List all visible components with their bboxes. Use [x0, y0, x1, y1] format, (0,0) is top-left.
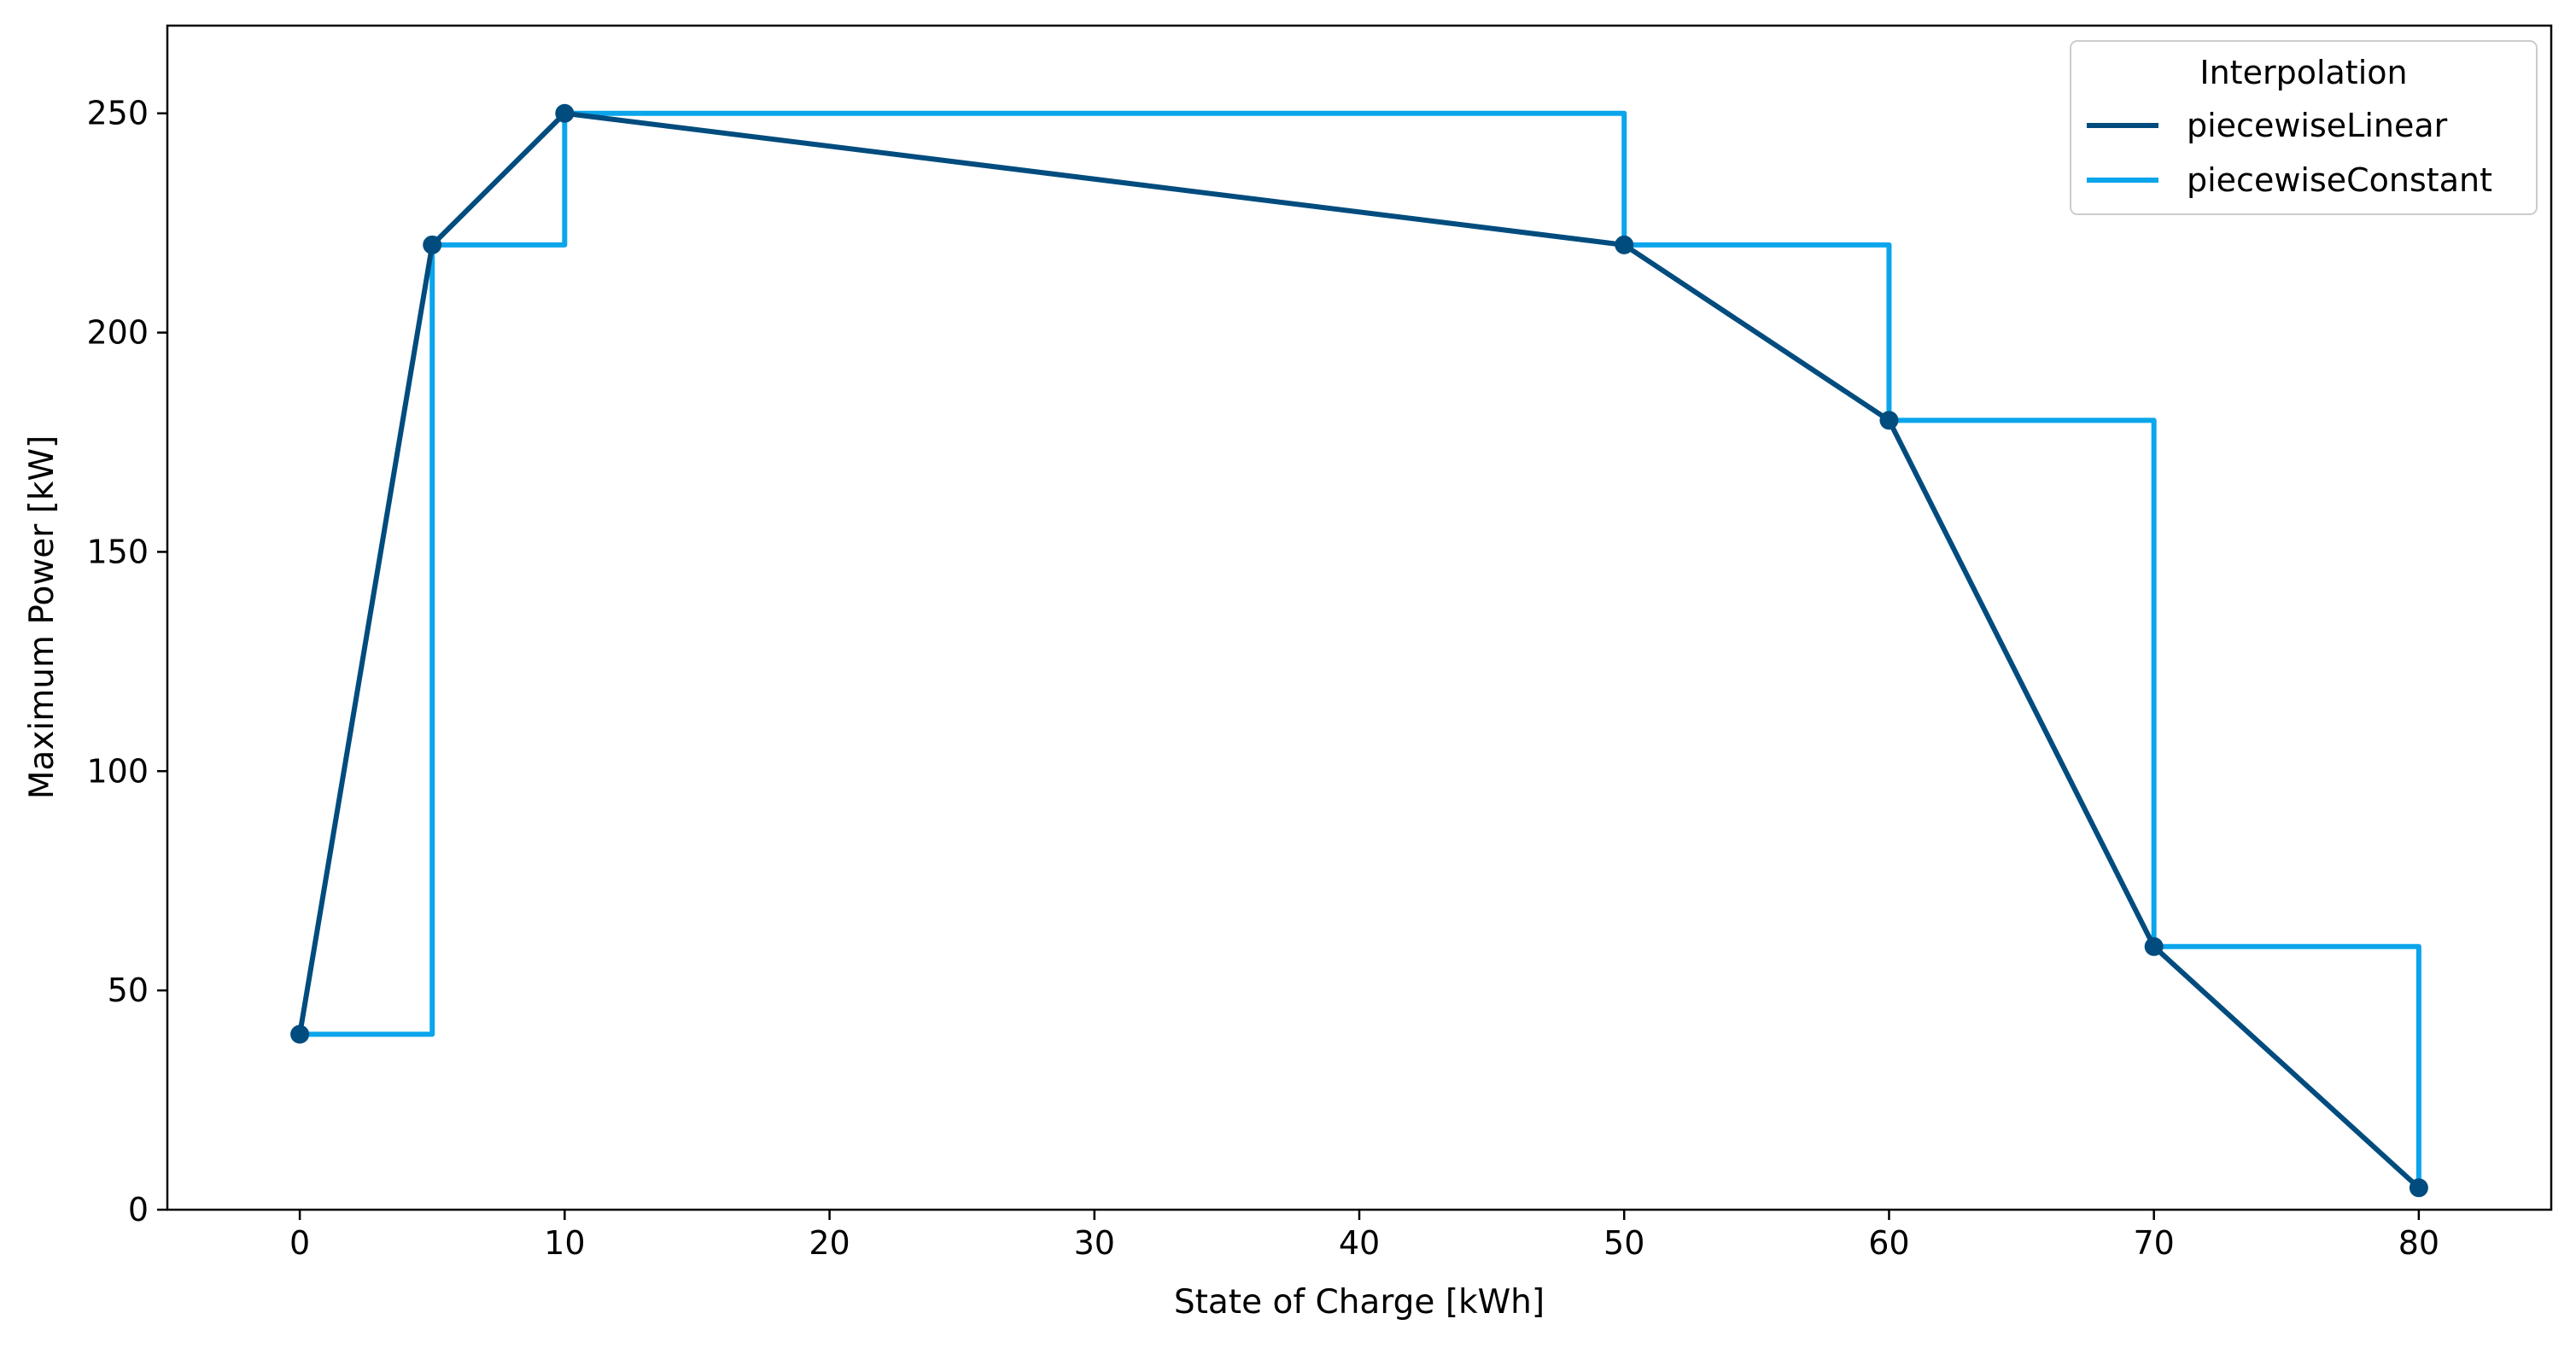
x-tick-label: 70 — [2133, 1224, 2174, 1262]
legend-label-piecewiseLinear: piecewiseLinear — [2187, 107, 2448, 144]
y-tick-label: 100 — [86, 752, 149, 790]
legend: Interpolation piecewiseLinear piecewiseCo… — [2070, 40, 2538, 215]
x-tick-label: 10 — [544, 1224, 585, 1262]
x-tick-label: 0 — [289, 1224, 310, 1262]
y-tick-label: 250 — [86, 95, 149, 132]
x-tick-label: 20 — [809, 1224, 850, 1262]
x-tick-label: 60 — [1868, 1224, 1909, 1262]
x-tick-label: 50 — [1603, 1224, 1644, 1262]
series-layer — [290, 103, 2428, 1198]
data-point — [2144, 937, 2164, 956]
data-point — [2409, 1178, 2428, 1198]
y-tick-label: 200 — [86, 314, 149, 352]
legend-title: Interpolation — [2199, 54, 2407, 91]
legend-box — [2070, 40, 2538, 215]
plot-frame — [166, 24, 2553, 1211]
data-point — [290, 1024, 310, 1044]
data-point — [423, 235, 442, 254]
legend-label-piecewiseConstant: piecewiseConstant — [2187, 161, 2492, 199]
data-point — [1615, 235, 1634, 254]
y-axis-label: Maximum Power [kW] — [23, 435, 61, 799]
data-point — [555, 103, 575, 123]
y-tick-label: 0 — [128, 1191, 149, 1228]
ticks-layer: 0 10 20 30 40 50 60 70 80 0 50 100 150 200 250 — [86, 95, 2439, 1262]
x-axis-label: State of Charge [kWh] — [1174, 1283, 1545, 1322]
x-tick-label: 40 — [1339, 1224, 1380, 1262]
y-tick-label: 50 — [108, 972, 149, 1009]
y-tick-label: 150 — [86, 533, 149, 570]
data-point — [1879, 411, 1899, 430]
x-tick-label: 30 — [1074, 1224, 1115, 1262]
x-tick-label: 80 — [2398, 1224, 2439, 1262]
